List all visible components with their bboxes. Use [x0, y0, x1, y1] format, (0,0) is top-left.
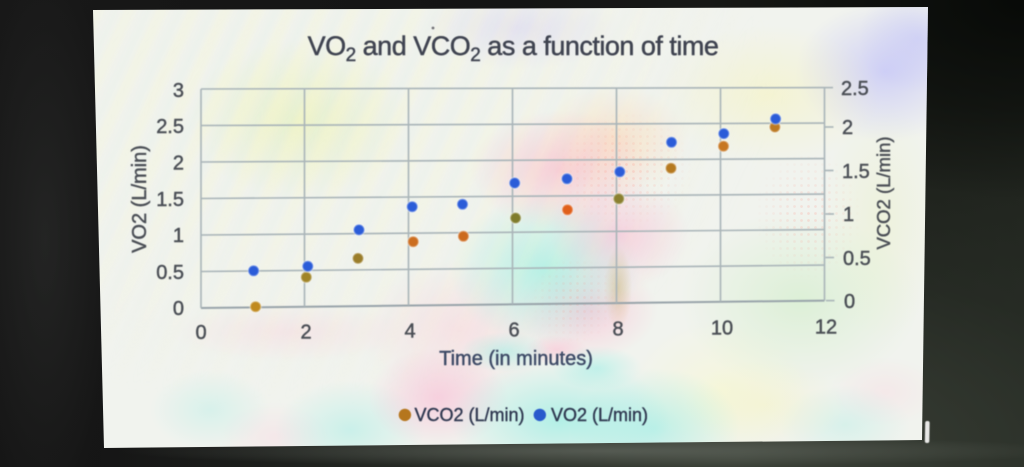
svg-text:8: 8: [612, 319, 623, 341]
svg-text:2.5: 2.5: [841, 78, 869, 100]
svg-text:2.5: 2.5: [156, 116, 184, 138]
svg-text:2: 2: [842, 117, 853, 139]
svg-text:1.5: 1.5: [842, 161, 870, 183]
svg-text:0.5: 0.5: [156, 262, 184, 284]
svg-text:VCO2 (L/min): VCO2 (L/min): [873, 136, 894, 249]
svg-text:VO2 and VCO2 as a function of: VO2 and VCO2 as a function of time: [308, 31, 719, 66]
svg-text:VCO2 (L/min): VCO2 (L/min): [415, 405, 525, 425]
svg-text:2: 2: [300, 322, 311, 344]
svg-text:6: 6: [508, 320, 519, 342]
svg-text:0: 0: [844, 291, 855, 313]
svg-text:12: 12: [815, 317, 837, 339]
svg-text:VO2 (L/min): VO2 (L/min): [551, 405, 648, 425]
svg-text:2: 2: [173, 153, 184, 175]
svg-text:VO2 (L/min): VO2 (L/min): [129, 145, 151, 253]
svg-text:1.5: 1.5: [156, 189, 184, 211]
svg-text:0: 0: [173, 298, 184, 320]
svg-text:3: 3: [173, 80, 184, 102]
svg-text:10: 10: [711, 318, 733, 340]
svg-text:0.5: 0.5: [843, 248, 871, 270]
svg-text:1: 1: [843, 204, 854, 226]
svg-text:0: 0: [195, 322, 206, 344]
svg-text:1: 1: [173, 225, 184, 247]
svg-text:Time (in minutes): Time (in minutes): [439, 348, 593, 370]
svg-text:4: 4: [404, 321, 415, 343]
